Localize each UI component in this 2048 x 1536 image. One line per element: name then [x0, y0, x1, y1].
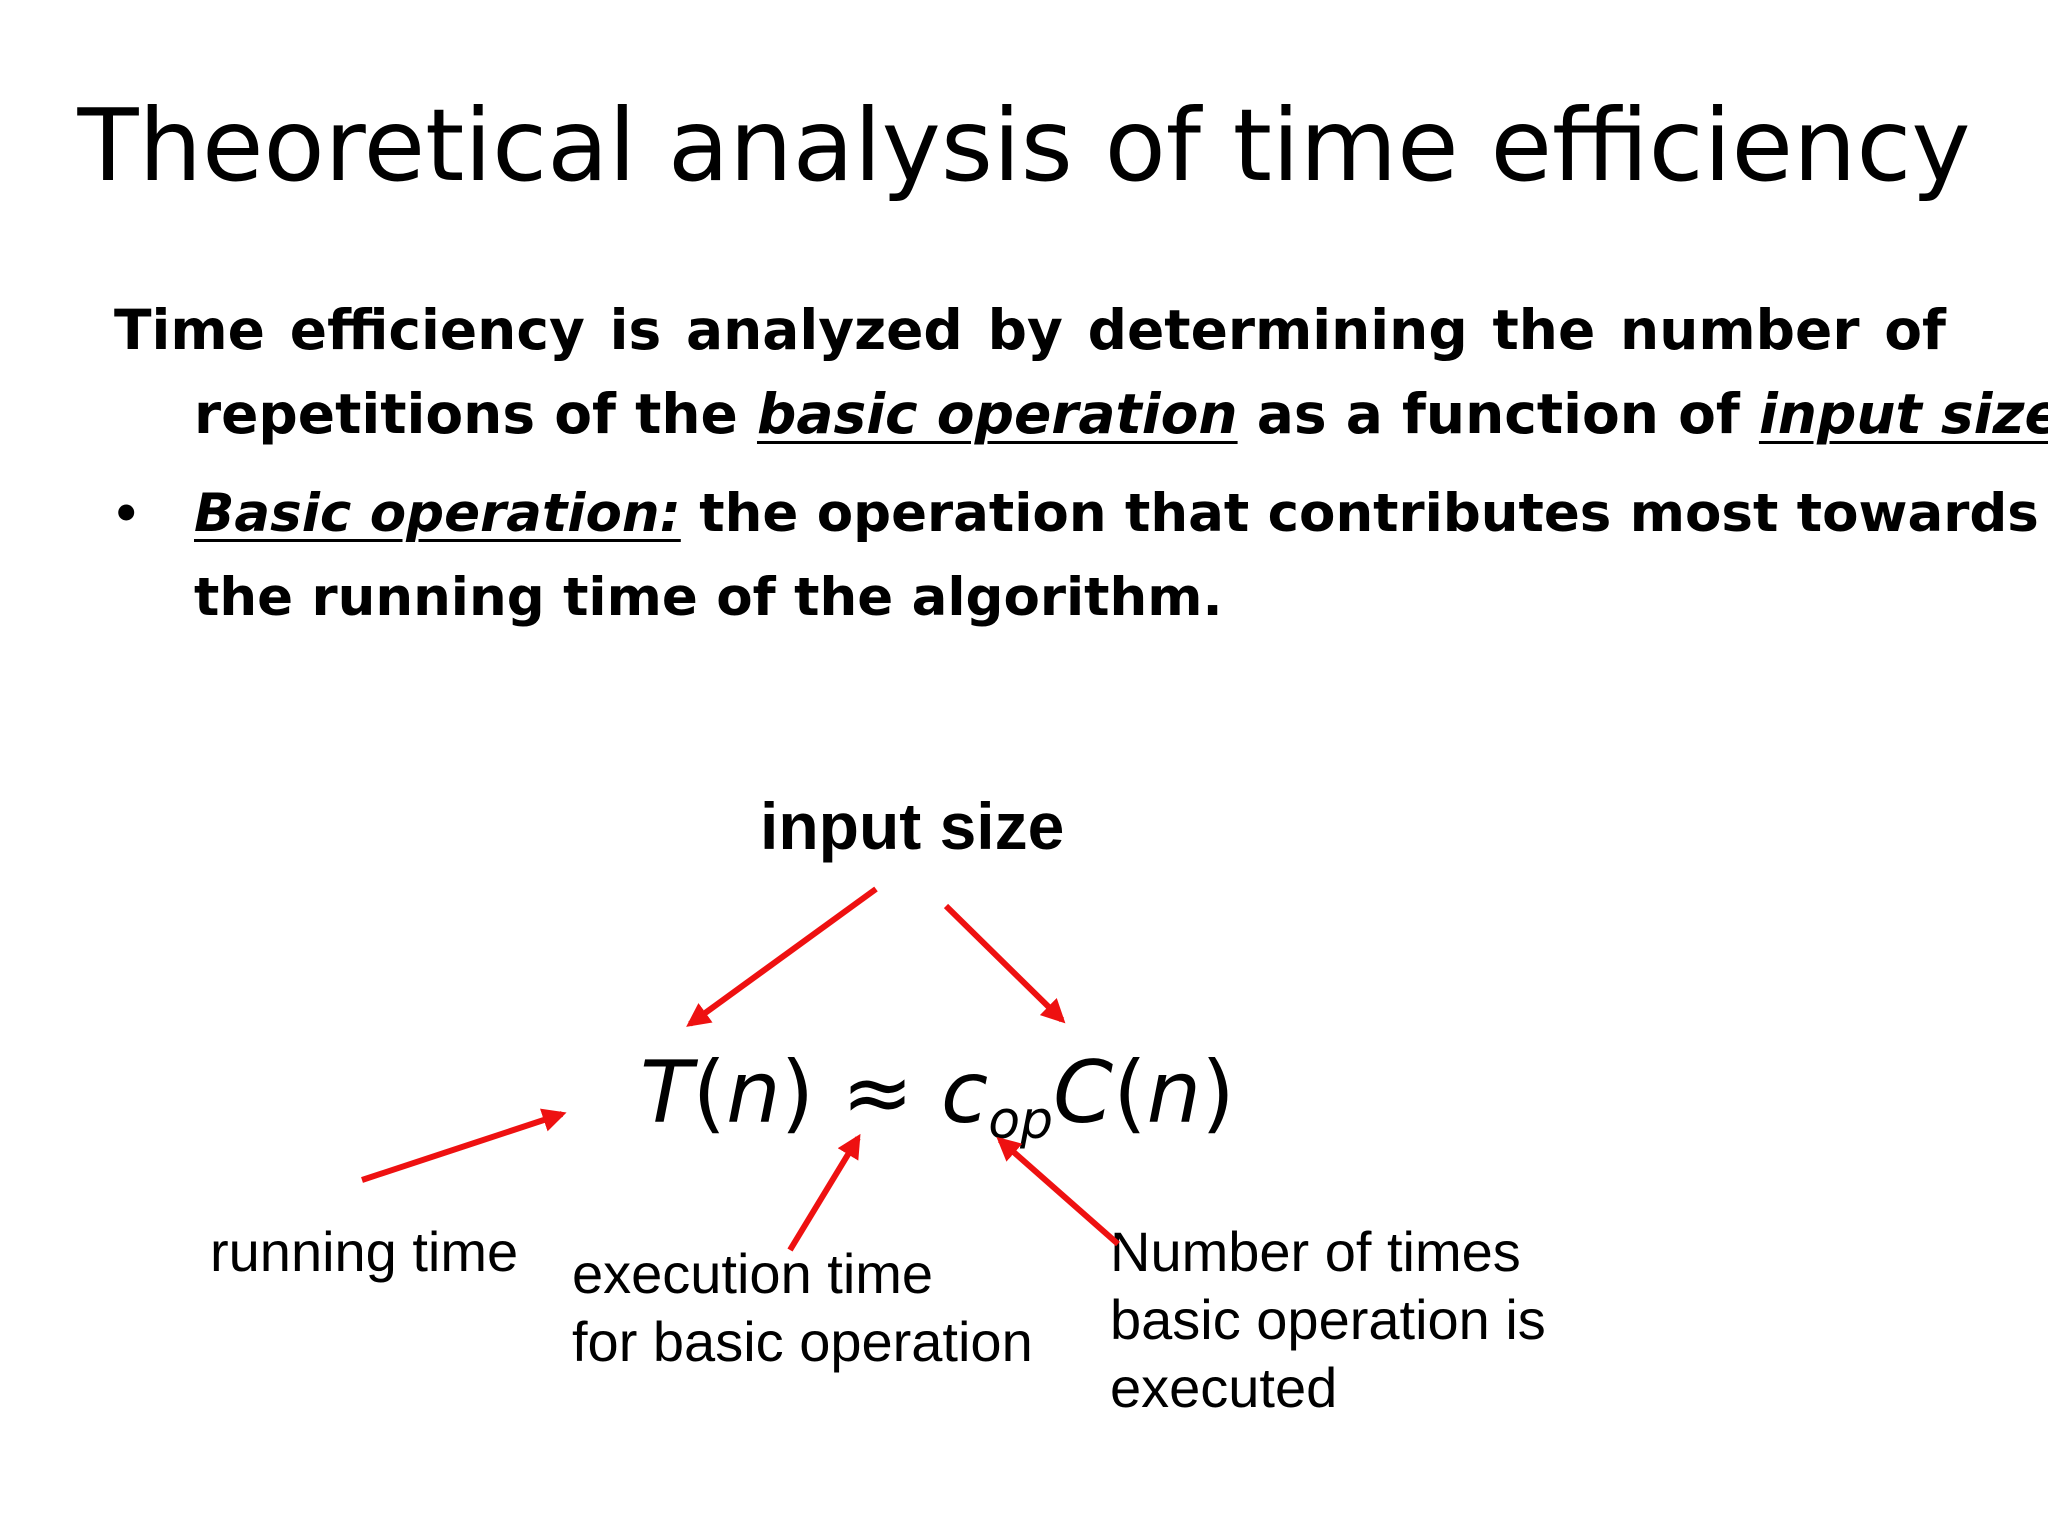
formula-paren: (: [692, 1043, 727, 1143]
execution-time-line: execution time: [572, 1242, 934, 1305]
formula-approx: ≈: [814, 1043, 941, 1143]
number-of-times-line: executed: [1110, 1356, 1338, 1419]
bullet-line-2: the running time of the algorithm.: [194, 567, 1223, 628]
arrow-to-T: [686, 886, 878, 1027]
paragraph-line-1: Time efficiency is analyzed by determini…: [114, 298, 1946, 362]
number-of-times-line: Number of times: [1110, 1220, 1521, 1283]
execution-time-line: for basic operation: [572, 1310, 1033, 1373]
formula-n: n: [726, 1043, 781, 1143]
bullet-text: the operation that contributes most towa…: [680, 483, 2039, 544]
running-time-label: running time: [210, 1220, 519, 1283]
formula-c: c: [940, 1043, 989, 1143]
arrow-to-C: [943, 903, 1066, 1024]
arrow-from-running-time: [361, 1108, 567, 1183]
formula-paren: ): [1201, 1043, 1235, 1143]
bullet-term: Basic operation:: [194, 483, 681, 544]
formula-T: T: [640, 1043, 693, 1143]
execution-time-label: execution time for basic operation: [572, 1240, 1033, 1376]
bullet-marker: •: [110, 482, 143, 546]
number-of-times-label: Number of times basic operation is execu…: [1110, 1218, 1546, 1422]
number-of-times-line: basic operation is: [1110, 1288, 1546, 1351]
input-size-label: input size: [760, 789, 1065, 863]
paragraph-text: repetitions of the: [194, 382, 757, 446]
arrow-from-execution-time: [787, 1133, 861, 1252]
term-input-size: input size: [1758, 382, 2048, 446]
formula-paren: ): [780, 1043, 815, 1143]
paragraph-line-2: repetitions of the basic operation as a …: [194, 372, 2048, 456]
formula-paren: (: [1113, 1043, 1147, 1143]
bullet-line-1: Basic operation: the operation that cont…: [194, 472, 2039, 556]
arrow-from-number-of-times: [996, 1136, 1120, 1247]
formula: T(n) ≈ copC(n): [640, 1038, 1235, 1148]
slide-title: Theoretical analysis of time efficiency: [77, 87, 1971, 204]
term-basic-operation: basic operation: [756, 382, 1238, 446]
formula-C: C: [1053, 1043, 1114, 1143]
formula-n: n: [1146, 1043, 1202, 1143]
paragraph-text: as a function of: [1237, 382, 1759, 446]
